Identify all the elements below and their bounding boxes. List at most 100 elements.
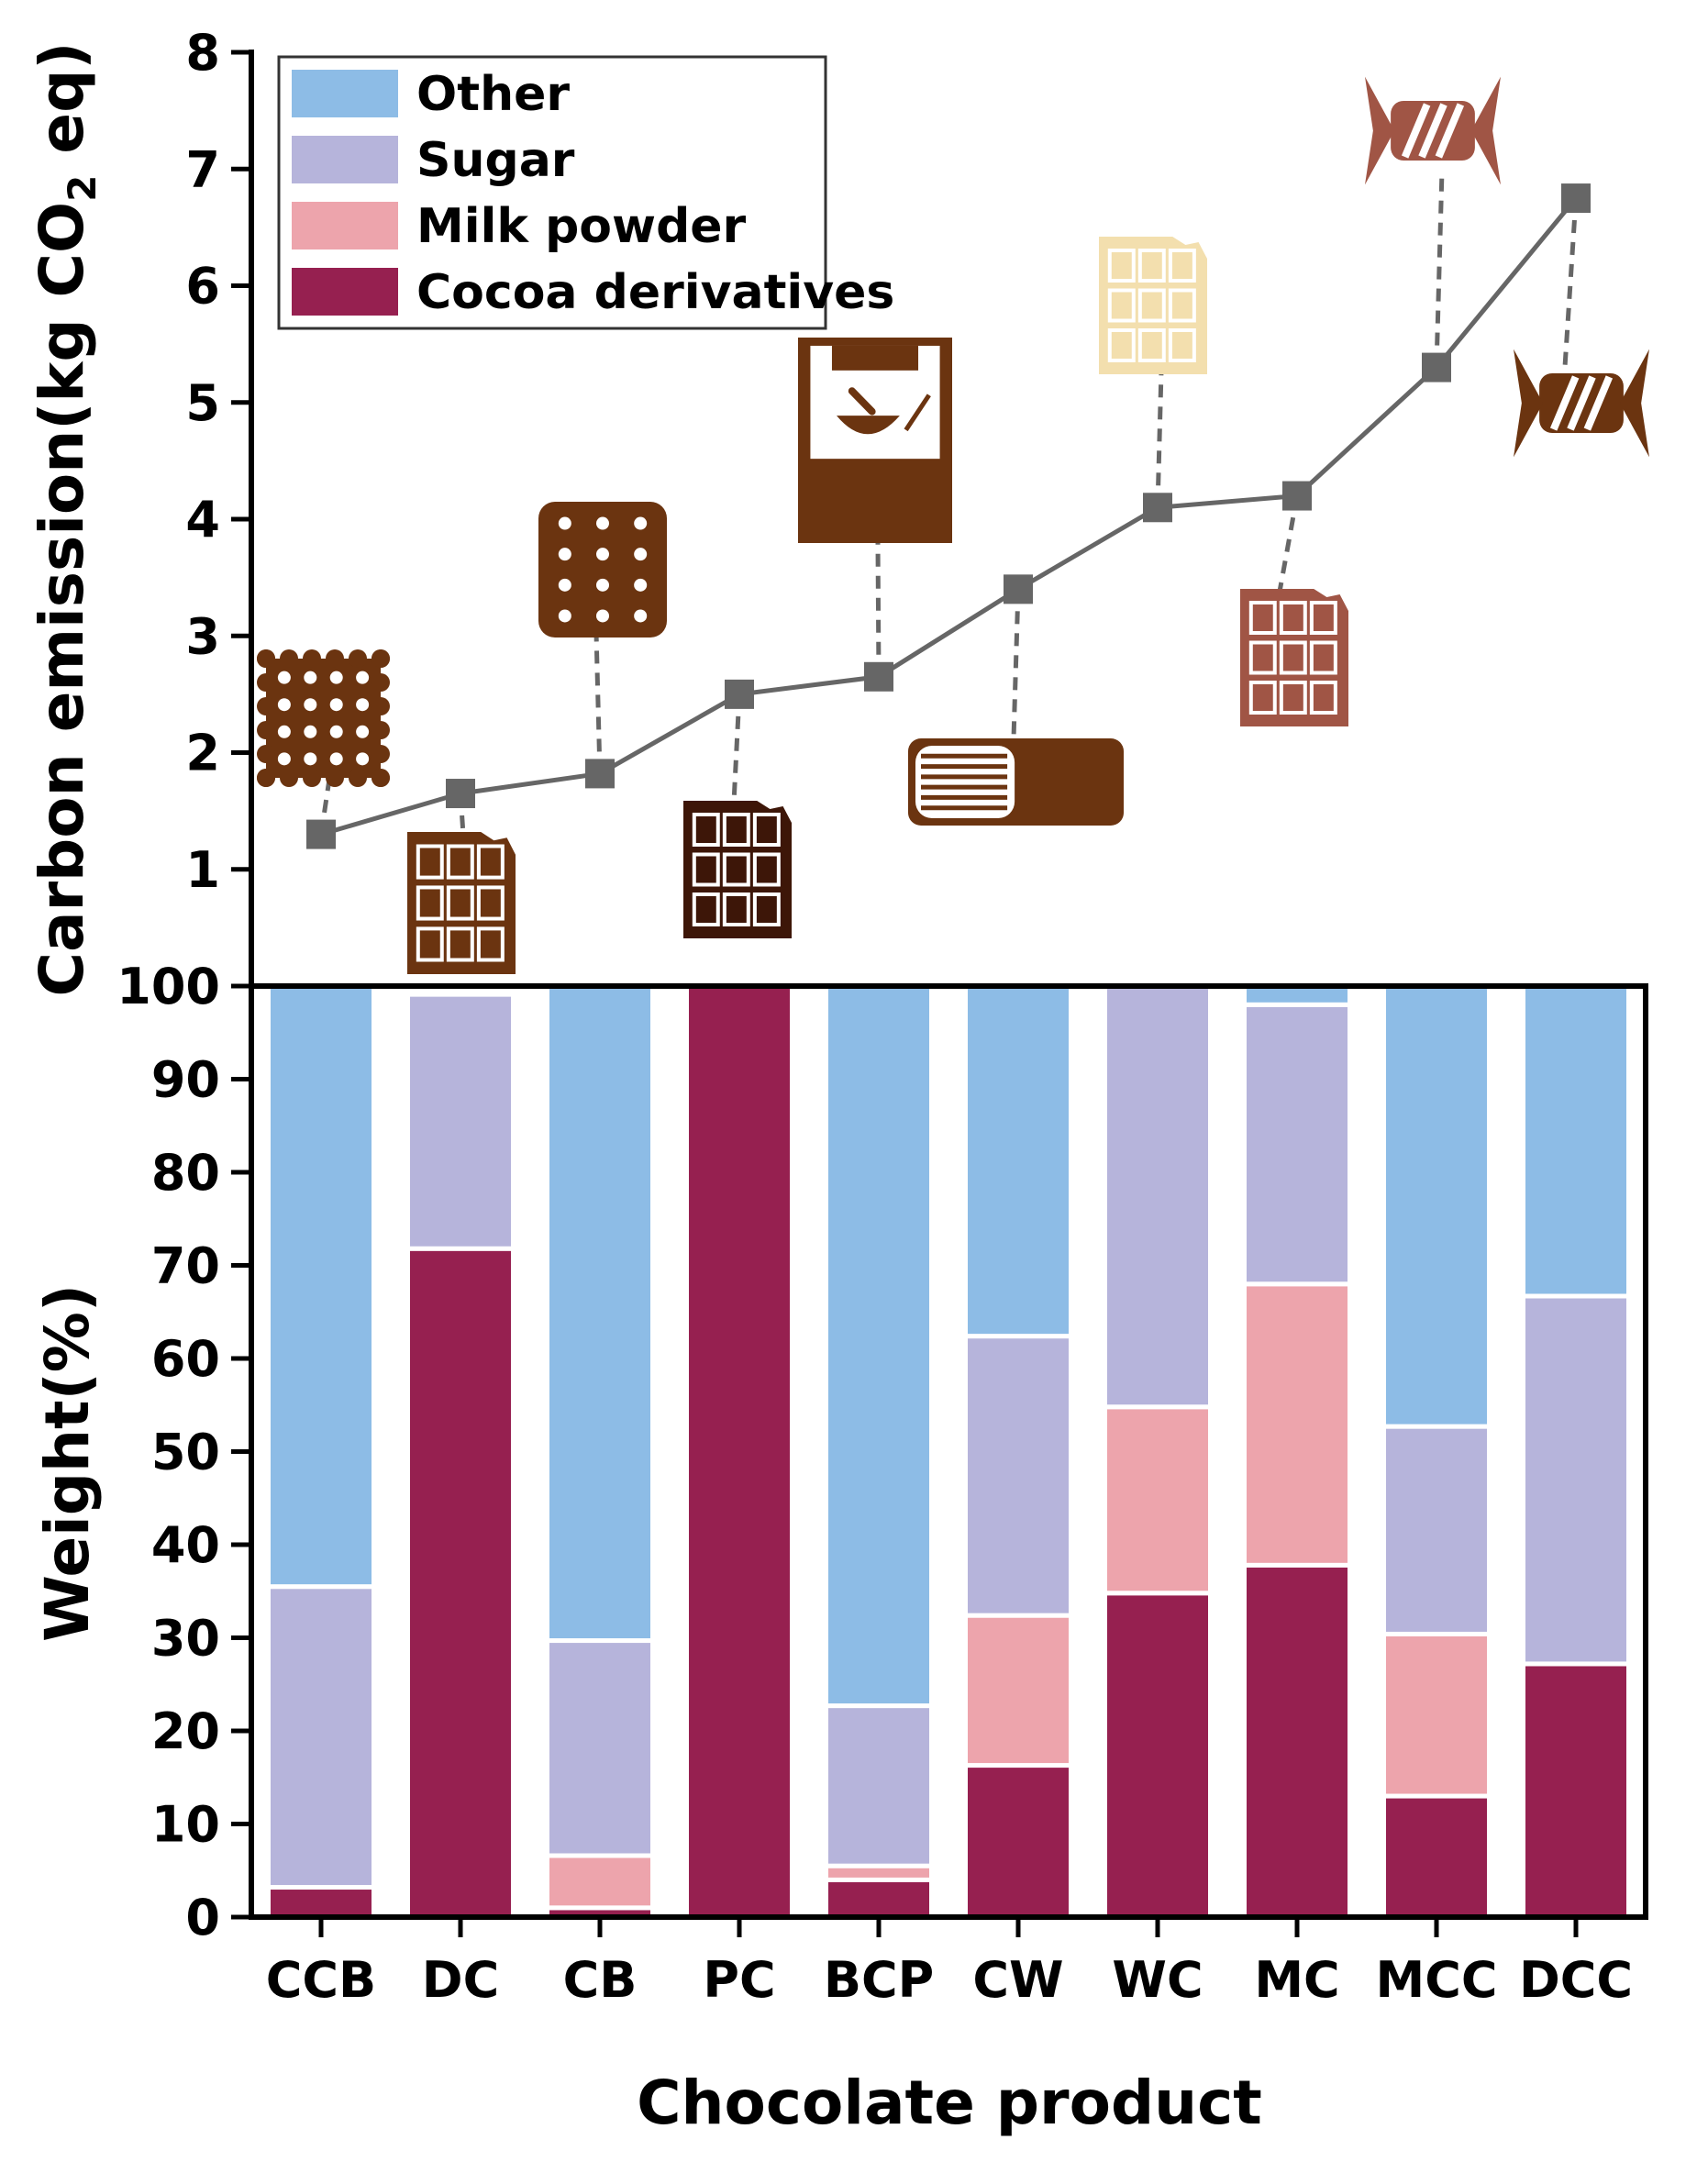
bottom-y-tick-label: 100 [116, 958, 220, 1015]
chocolate-bar-icon [407, 832, 516, 974]
chocolate-bar-segment [752, 813, 781, 847]
pestle-shape [848, 387, 876, 416]
bar-wc-sugar [1103, 983, 1213, 1410]
bottom-y-tick-label: 30 [151, 1610, 220, 1668]
bar-ccb-cocoa-derivatives [266, 1885, 376, 1920]
legend-swatch-cocoa-derivatives [292, 268, 398, 316]
line-layer [306, 170, 1591, 849]
chocolate-bar-segment [692, 813, 720, 847]
cookie-dot [277, 752, 291, 766]
bar-cb-milk-powder [545, 1853, 655, 1911]
chocolate-bar-segment [416, 926, 444, 962]
chocolate-bar-segment [692, 893, 720, 926]
wrapped-candy-icon [1365, 76, 1501, 185]
bar-mcc-milk-powder [1381, 1631, 1492, 1799]
chocolate-bar-segment [722, 852, 750, 887]
chocolate-bar-segment [1279, 601, 1307, 635]
cookie-dot [329, 725, 343, 738]
top-y-tick-label: 6 [185, 258, 220, 316]
cookie-dot [356, 752, 370, 766]
chocolate-bar-segment [752, 852, 781, 887]
chocolate-bar-segment [722, 893, 750, 926]
bar-mc-sugar [1242, 1002, 1352, 1287]
point-mc [1282, 481, 1312, 511]
cookie-dot [634, 578, 648, 592]
chocolate-bar-segment [1309, 640, 1337, 675]
bars-layer [266, 983, 1631, 1920]
chocolate-bar-segment [692, 852, 720, 887]
cookie-dot [304, 698, 317, 712]
cookie-dot [277, 671, 291, 684]
bar-bcp-sugar [824, 1703, 934, 1868]
cookie-edge [372, 745, 390, 763]
top-y-tick-label: 2 [185, 725, 220, 782]
link-dcc [1562, 197, 1579, 368]
cookie-edge [303, 769, 321, 787]
bottom-y-tick-label: 10 [151, 1796, 220, 1854]
chocolate-bar-shape [683, 801, 792, 938]
bar-dc-sugar [405, 992, 516, 1251]
x-tick-label-dcc: DCC [1519, 1951, 1633, 2009]
bar-pc-cocoa-derivatives [684, 983, 794, 1920]
candy-stripe [1583, 375, 1614, 431]
cocoa-powder-bag-icon [798, 338, 952, 543]
bottom-y-tick-label: 20 [151, 1702, 220, 1760]
legend-layer: Other Sugar Milk powder Cocoa derivatives [277, 55, 894, 330]
bar-bcp-other [824, 983, 934, 1709]
legend-label-other: Other [416, 67, 570, 122]
cookie-dot [304, 752, 317, 766]
chocolate-bar-segment [476, 885, 505, 921]
point-wc [1143, 493, 1172, 523]
carbon-emission-line [320, 196, 1578, 837]
chocolate-bar-segment [1107, 249, 1136, 283]
bar-mcc-other [1381, 983, 1492, 1429]
x-tick-label-ccb: CCB [266, 1951, 376, 2009]
bar-cb-other [545, 983, 655, 1644]
cookie-dot [329, 671, 343, 684]
point-pc [725, 679, 754, 709]
icon-layer [257, 76, 1649, 974]
bottom-y-tick-label: 40 [151, 1516, 220, 1574]
bottom-y-axis-title: Weight(%) [32, 1284, 103, 1642]
x-tick-label-mc: MC [1254, 1951, 1339, 2009]
cookie-dot [596, 578, 609, 592]
chocolate-bar-icon [1240, 589, 1348, 726]
cookie-edge [257, 769, 275, 787]
candy-wrap-left [1365, 76, 1395, 185]
link-wc [1155, 371, 1164, 508]
cookie-dot [558, 609, 571, 623]
bar-mc-cocoa-derivatives [1242, 1562, 1352, 1920]
candy-stripe [1567, 375, 1596, 431]
point-mcc [1422, 352, 1451, 383]
cookie-dot [558, 516, 571, 530]
chocolate-bar-icon [683, 801, 792, 938]
chocolate-bar-segment [446, 844, 474, 880]
wheat-shape [904, 394, 931, 432]
link-pc [731, 693, 742, 804]
chocolate-bar-segment [1248, 601, 1277, 635]
point-cw [1004, 574, 1033, 604]
cookie-edge [372, 649, 390, 668]
cookie-edge [326, 649, 344, 668]
x-tick-label-pc: PC [703, 1951, 775, 2009]
top-y-tick-label: 3 [185, 607, 220, 665]
legend-swatch-sugar [292, 136, 398, 183]
bar-cw-milk-powder [963, 1613, 1073, 1768]
cookie-edge [372, 697, 390, 715]
link-mc [1277, 495, 1300, 593]
x-tick-label-cw: CW [972, 1951, 1063, 2009]
bar-dcc-cocoa-derivatives [1521, 1661, 1631, 1920]
chocolate-bar-segment [416, 885, 444, 921]
cookie-dot [634, 548, 648, 561]
legend-label-milk-powder: Milk powder [416, 199, 747, 254]
top-y-tick-label: 8 [185, 24, 220, 82]
bottom-y-tick-label: 60 [151, 1330, 220, 1388]
point-ccb [306, 819, 336, 849]
chocolate-bar-shape [1099, 237, 1207, 374]
chocolate-bar-segment [416, 844, 444, 880]
bottom-y-tick-label: 80 [151, 1144, 220, 1202]
chocolate-bar-segment [446, 926, 474, 962]
cookie-dot [329, 752, 343, 766]
x-tick-label-wc: WC [1112, 1951, 1203, 2009]
chocolate-bar-segment [1248, 640, 1277, 675]
